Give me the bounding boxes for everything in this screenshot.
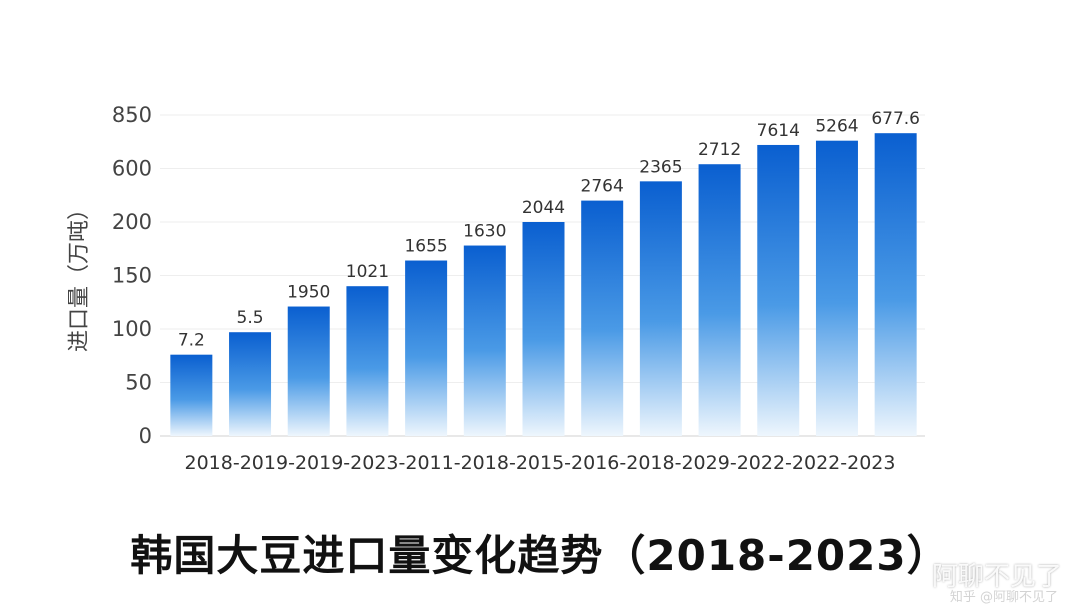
x-tick-label: 2022 — [737, 452, 785, 474]
bar — [463, 245, 506, 436]
bar — [346, 286, 389, 436]
data-label: 677.6 — [871, 109, 920, 129]
y-tick-label: 50 — [125, 371, 152, 395]
y-tick-label: 100 — [112, 317, 152, 341]
y-tick-label: 200 — [112, 210, 152, 234]
bar — [815, 140, 858, 436]
watermark-source: 知乎 @阿聊不见了 — [949, 590, 1058, 605]
data-label: 2712 — [698, 140, 741, 160]
chart-title: 韩国大豆进口量变化趋势（2018-2023） — [130, 531, 950, 580]
x-tick-label: 2022 — [792, 452, 840, 474]
x-tick-separator: - — [454, 452, 461, 474]
bar — [287, 306, 330, 436]
bars — [170, 133, 917, 436]
bar — [874, 133, 917, 436]
x-tick-label: 2016 — [571, 452, 619, 474]
x-tick-label: 2015 — [516, 452, 564, 474]
x-tick-separator: - — [619, 452, 626, 474]
bar — [581, 200, 624, 436]
y-axis-label: 进口量（万吨） — [67, 198, 92, 352]
x-tick-separator: - — [233, 452, 240, 474]
x-tick-label: 2018 — [185, 452, 233, 474]
y-tick-label: 150 — [112, 264, 152, 288]
data-label: 1630 — [463, 222, 506, 242]
bar — [698, 164, 741, 436]
y-tick-label: 850 — [112, 103, 152, 127]
x-tick-separator: - — [343, 452, 350, 474]
x-tick-label: 2019 — [295, 452, 343, 474]
x-tick-label: 2023 — [847, 452, 895, 474]
bar — [170, 354, 213, 436]
x-tick-label: 2019 — [240, 452, 288, 474]
bar — [522, 222, 565, 436]
data-label: 1655 — [404, 237, 447, 257]
x-tick-separator: - — [564, 452, 571, 474]
bar — [639, 181, 682, 436]
x-tick-label: 2023 — [350, 452, 398, 474]
bar — [229, 332, 272, 436]
x-tick-label: 2018 — [461, 452, 509, 474]
x-tick-label: 2018 — [626, 452, 674, 474]
watermark: 阿聊不见了 — [931, 562, 1062, 592]
x-tick-separator: - — [840, 452, 847, 474]
y-tick-label: 600 — [112, 157, 152, 181]
bar — [405, 260, 448, 436]
data-labels: 7.2 5.5 1950 1021 1655 1630 2044 2764 2365 2712 76… — [178, 109, 920, 350]
y-tick-label: 0 — [139, 424, 152, 448]
data-label: 7.2 — [178, 331, 205, 351]
x-tick-separator: - — [288, 452, 295, 474]
x-tick-label: 2029 — [681, 452, 729, 474]
bar — [757, 144, 800, 436]
data-label: 1021 — [346, 262, 389, 282]
y-axis-ticks: 0 50 100 150 200 600 850 — [112, 103, 152, 448]
data-label: 1950 — [287, 283, 330, 303]
x-tick-separator: - — [399, 452, 406, 474]
x-tick-separator: - — [730, 452, 737, 474]
bar-chart: 0 50 100 150 200 600 850 进口量（万吨） 7.2 5.5 1950 102… — [67, 103, 925, 474]
x-tick-separator: - — [509, 452, 516, 474]
data-label: 7614 — [757, 121, 800, 141]
x-tick-separator: - — [785, 452, 792, 474]
data-label: 2764 — [581, 177, 624, 197]
x-tick-label: 2011 — [405, 452, 453, 474]
data-label: 2044 — [522, 198, 565, 218]
x-tick-separator: - — [675, 452, 682, 474]
data-label: 5264 — [815, 117, 858, 137]
data-label: 2365 — [639, 157, 682, 177]
data-label: 5.5 — [237, 308, 264, 328]
x-axis-tick-labels: 2018-2019-2019-2023-2011-2018-2015-2016-… — [185, 452, 896, 474]
